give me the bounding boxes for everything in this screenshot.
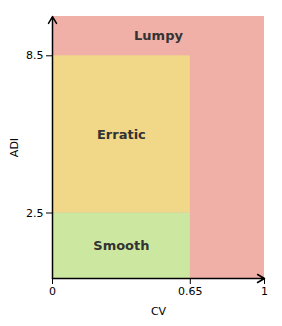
svg-text:0.65: 0.65 <box>178 285 203 298</box>
svg-text:Smooth: Smooth <box>93 238 149 253</box>
svg-text:2.5: 2.5 <box>26 207 44 220</box>
svg-text:CV: CV <box>151 305 167 318</box>
svg-text:Lumpy: Lumpy <box>134 28 183 43</box>
svg-text:Erratic: Erratic <box>97 127 146 142</box>
svg-text:ADI: ADI <box>8 138 21 157</box>
svg-text:8.5: 8.5 <box>26 49 44 62</box>
svg-text:0: 0 <box>49 285 56 298</box>
svg-text:1: 1 <box>261 285 268 298</box>
